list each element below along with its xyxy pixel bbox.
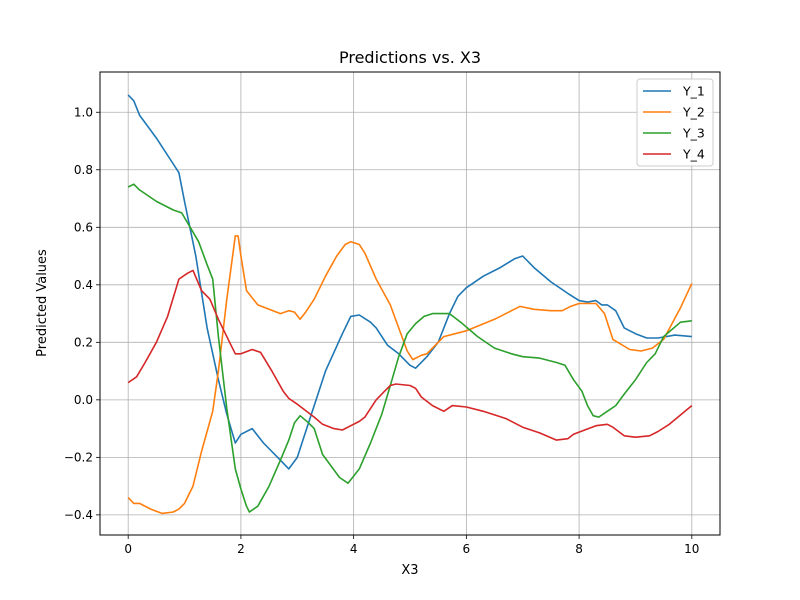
- series-line-y4: [127, 269, 693, 441]
- x-tick-label: 2: [237, 542, 245, 556]
- series-layer: [127, 94, 693, 515]
- x-tick-label: 8: [575, 542, 583, 556]
- legend-entries: Y_1 Y_2 Y_3 Y_4: [643, 84, 705, 162]
- y-tick-label: −0.4: [64, 508, 93, 522]
- plot-frame: [99, 71, 721, 536]
- y-axis-ticks: −0.4 −0.2 0.0 0.2 0.4 0.6 0.8 1.0: [64, 105, 100, 522]
- series-line-y3: [127, 183, 692, 513]
- x-tick-label: 10: [684, 542, 699, 556]
- y-tick-label: 0.8: [74, 163, 93, 177]
- series-line-y1: [127, 94, 692, 470]
- y-tick-label: 0.6: [74, 220, 93, 234]
- x-axis-ticks: 0 2 4 6 8 10: [124, 535, 699, 556]
- y-tick-label: 0.4: [74, 278, 93, 292]
- grid: [100, 72, 720, 535]
- legend: Y_1 Y_2 Y_3 Y_4: [636, 78, 714, 167]
- legend-box: [636, 78, 714, 167]
- legend-label: Y_1: [682, 84, 705, 99]
- y-tick-label: 0.0: [74, 393, 93, 407]
- x-tick-label: 6: [463, 542, 471, 556]
- legend-label: Y_4: [682, 147, 705, 162]
- legend-label: Y_2: [682, 105, 705, 120]
- chart-title: Predictions vs. X3: [339, 48, 481, 67]
- y-tick-label: 1.0: [74, 105, 93, 119]
- legend-label: Y_3: [682, 126, 705, 141]
- y-tick-label: −0.2: [64, 450, 93, 464]
- x-tick-label: 0: [124, 542, 132, 556]
- x-axis-label: X3: [401, 563, 418, 578]
- x-tick-label: 4: [350, 542, 358, 556]
- y-axis-label: Predicted Values: [35, 249, 50, 357]
- y-tick-label: 0.2: [74, 335, 93, 349]
- series-line-y2: [127, 235, 693, 515]
